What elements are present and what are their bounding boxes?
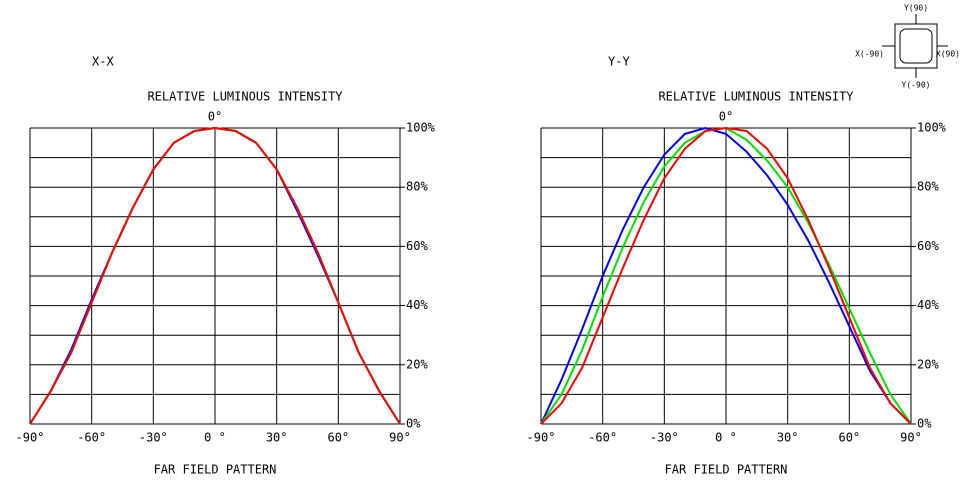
- orientation-icon: Y(90) X(-90) X(90) Y(-90): [855, 4, 960, 90]
- chart-subtitle: RELATIVE LUMINOUS INTENSITY: [658, 90, 854, 104]
- x-axis-label: FAR FIELD PATTERN: [665, 463, 788, 477]
- y-tick-label: 40%: [917, 298, 939, 312]
- x-tick-label: 30°: [266, 431, 288, 445]
- y-tick-label: 20%: [406, 357, 428, 371]
- x-tick-label: -30°: [650, 431, 679, 445]
- series-line: [540, 126, 912, 425]
- y-tick-label: 60%: [406, 239, 428, 253]
- x-tick-label: 0 °: [715, 431, 737, 445]
- x-tick-label: 30°: [777, 431, 799, 445]
- icon-label: Y(90): [904, 4, 928, 13]
- x-tick-label: 90°: [389, 431, 411, 445]
- x-tick-label: -30°: [139, 431, 168, 445]
- y-tick-label: 20%: [917, 357, 939, 371]
- x-tick-label: 60°: [838, 431, 860, 445]
- y-tick-label: 0%: [406, 417, 421, 431]
- x-tick-label: 60°: [327, 431, 349, 445]
- y-tick-label: 100%: [917, 121, 947, 135]
- icon-label: X(-90): [855, 50, 884, 59]
- icon-label: X(90): [936, 50, 960, 59]
- y-tick-label: 80%: [917, 180, 939, 194]
- chart-title: X-X: [92, 55, 114, 69]
- icon-inner: [899, 28, 933, 64]
- series-line: [29, 126, 401, 425]
- y-tick-label: 0%: [917, 417, 932, 431]
- chart-title: Y-Y: [608, 55, 630, 69]
- annotation: 0°: [208, 110, 222, 124]
- y-tick-label: 80%: [406, 180, 428, 194]
- y-tick-label: 100%: [406, 121, 436, 135]
- y-tick-label: 40%: [406, 298, 428, 312]
- icon-label: Y(-90): [902, 81, 931, 90]
- x-tick-label: -60°: [588, 431, 617, 445]
- x-axis-label: FAR FIELD PATTERN: [154, 463, 277, 477]
- x-tick-label: -90°: [527, 431, 556, 445]
- x-tick-label: -90°: [16, 431, 45, 445]
- x-tick-label: 0 °: [204, 431, 226, 445]
- series-line: [540, 126, 912, 425]
- x-tick-label: 90°: [900, 431, 922, 445]
- x-tick-label: -60°: [77, 431, 106, 445]
- y-tick-label: 60%: [917, 239, 939, 253]
- chart-subtitle: RELATIVE LUMINOUS INTENSITY: [147, 90, 343, 104]
- annotation: 0°: [719, 110, 733, 124]
